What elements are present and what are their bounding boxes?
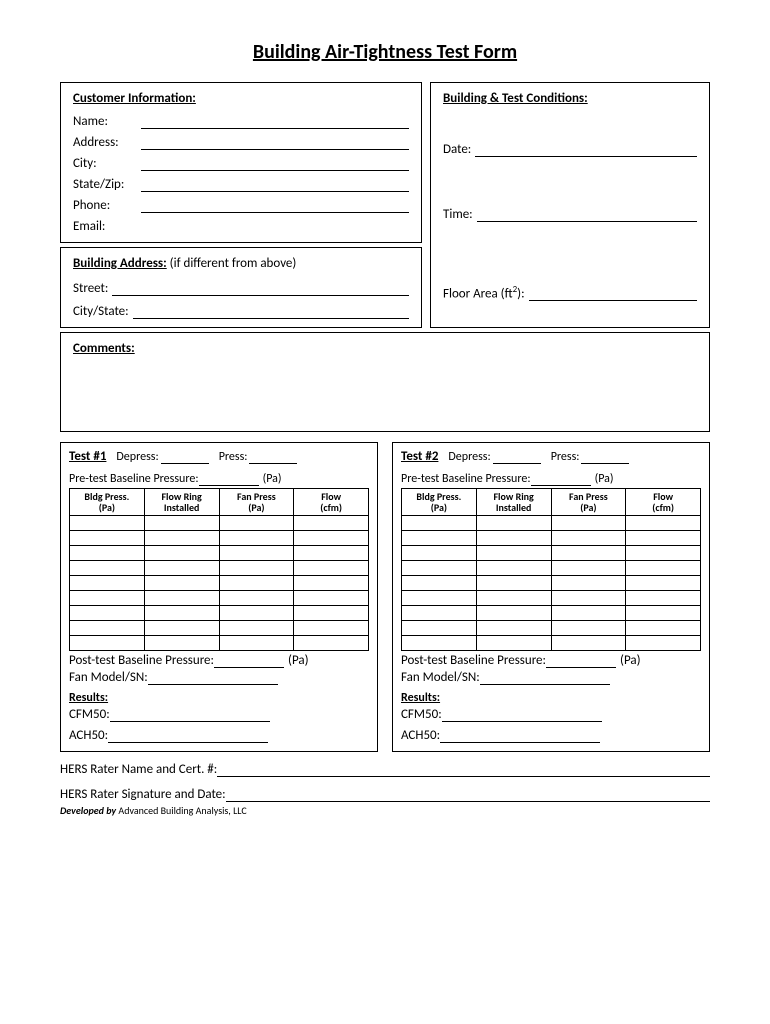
page-title: Building Air-Tightness Test Form <box>60 40 710 64</box>
table-row[interactable] <box>70 561 369 576</box>
table-row[interactable] <box>70 516 369 531</box>
test-header: Test #1 Depress: Press: <box>69 449 369 464</box>
table-row[interactable] <box>70 636 369 651</box>
posttest-field[interactable]: Post-test Baseline Pressure:(Pa) <box>69 653 369 668</box>
test-1-box: Test #1 Depress: Press: Pre-test Baselin… <box>60 442 378 752</box>
conditions-box: Building & Test Conditions: Date: Time: … <box>430 82 710 328</box>
hers-name-field[interactable]: HERS Rater Name and Cert. #: <box>60 762 710 777</box>
data-table: Bldg Press.(Pa) Flow RingInstalled Fan P… <box>401 488 701 651</box>
depress-field[interactable]: Depress: <box>448 450 540 464</box>
street-field[interactable]: Street: <box>73 281 409 296</box>
table-row[interactable] <box>402 636 701 651</box>
col-bldg-press: Bldg Press.(Pa) <box>402 489 477 516</box>
press-field[interactable]: Press: <box>551 450 630 464</box>
building-address-box: Building Address: (if different from abo… <box>60 247 422 328</box>
fan-model-field[interactable]: Fan Model/SN: <box>69 670 369 685</box>
table-row[interactable] <box>402 621 701 636</box>
table-row[interactable] <box>70 576 369 591</box>
ach50-field[interactable]: ACH50: <box>69 728 369 743</box>
right-column: Building & Test Conditions: Date: Time: … <box>430 82 710 328</box>
table-row[interactable] <box>70 591 369 606</box>
table-row[interactable] <box>402 531 701 546</box>
table-row[interactable] <box>402 516 701 531</box>
customer-info-box: Customer Information: Name: Address: Cit… <box>60 82 422 243</box>
post-test-section: Post-test Baseline Pressure:(Pa) Fan Mod… <box>69 653 369 743</box>
ach50-field[interactable]: ACH50: <box>401 728 701 743</box>
developed-by: Developed by Advanced Building Analysis,… <box>60 804 710 817</box>
hers-sig-field[interactable]: HERS Rater Signature and Date: <box>60 787 710 802</box>
left-column: Customer Information: Name: Address: Cit… <box>60 82 422 328</box>
phone-field[interactable]: Phone: <box>73 198 409 213</box>
building-address-heading: Building Address: (if different from abo… <box>73 256 409 271</box>
pretest-field[interactable]: Pre-test Baseline Pressure:(Pa) <box>401 472 701 486</box>
address-field[interactable]: Address: <box>73 135 409 150</box>
top-section: Customer Information: Name: Address: Cit… <box>60 82 710 328</box>
col-fan-press: Fan Press(Pa) <box>551 489 626 516</box>
test-2-box: Test #2 Depress: Press: Pre-test Baselin… <box>392 442 710 752</box>
table-row[interactable] <box>70 621 369 636</box>
test-header: Test #2 Depress: Press: <box>401 449 701 464</box>
table-row[interactable] <box>402 576 701 591</box>
table-row[interactable] <box>70 546 369 561</box>
customer-heading: Customer Information: <box>73 91 409 106</box>
floor-area-field[interactable]: Floor Area (ft2): <box>443 284 697 301</box>
comments-heading: Comments: <box>73 341 697 356</box>
citystate-field[interactable]: City/State: <box>73 304 409 319</box>
table-row[interactable] <box>70 606 369 621</box>
name-field[interactable]: Name: <box>73 114 409 129</box>
cfm50-field[interactable]: CFM50: <box>401 707 701 722</box>
results-heading: Results: <box>69 691 369 705</box>
post-test-section: Post-test Baseline Pressure:(Pa) Fan Mod… <box>401 653 701 743</box>
fan-model-field[interactable]: Fan Model/SN: <box>401 670 701 685</box>
comments-box[interactable]: Comments: <box>60 332 710 432</box>
cfm50-field[interactable]: CFM50: <box>69 707 369 722</box>
tests-row: Test #1 Depress: Press: Pre-test Baselin… <box>60 442 710 752</box>
col-fan-press: Fan Press(Pa) <box>219 489 294 516</box>
table-row[interactable] <box>402 546 701 561</box>
posttest-field[interactable]: Post-test Baseline Pressure:(Pa) <box>401 653 701 668</box>
pretest-field[interactable]: Pre-test Baseline Pressure:(Pa) <box>69 472 369 486</box>
city-field[interactable]: City: <box>73 156 409 171</box>
col-flow: Flow(cfm) <box>294 489 369 516</box>
table-row[interactable] <box>402 561 701 576</box>
table-row[interactable] <box>70 531 369 546</box>
data-table: Bldg Press.(Pa) Flow RingInstalled Fan P… <box>69 488 369 651</box>
results-heading: Results: <box>401 691 701 705</box>
test-title: Test #1 <box>69 449 106 464</box>
col-flow-ring: Flow RingInstalled <box>144 489 219 516</box>
table-row[interactable] <box>402 591 701 606</box>
col-flow: Flow(cfm) <box>626 489 701 516</box>
conditions-heading: Building & Test Conditions: <box>443 91 697 106</box>
date-field[interactable]: Date: <box>443 142 697 157</box>
col-bldg-press: Bldg Press.(Pa) <box>70 489 145 516</box>
statezip-field[interactable]: State/Zip: <box>73 177 409 192</box>
email-field[interactable]: Email: <box>73 219 409 234</box>
table-row[interactable] <box>402 606 701 621</box>
time-field[interactable]: Time: <box>443 207 697 222</box>
press-field[interactable]: Press: <box>219 450 298 464</box>
depress-field[interactable]: Depress: <box>116 450 208 464</box>
test-title: Test #2 <box>401 449 438 464</box>
col-flow-ring: Flow RingInstalled <box>476 489 551 516</box>
form-page: Building Air-Tightness Test Form Custome… <box>0 0 770 1024</box>
